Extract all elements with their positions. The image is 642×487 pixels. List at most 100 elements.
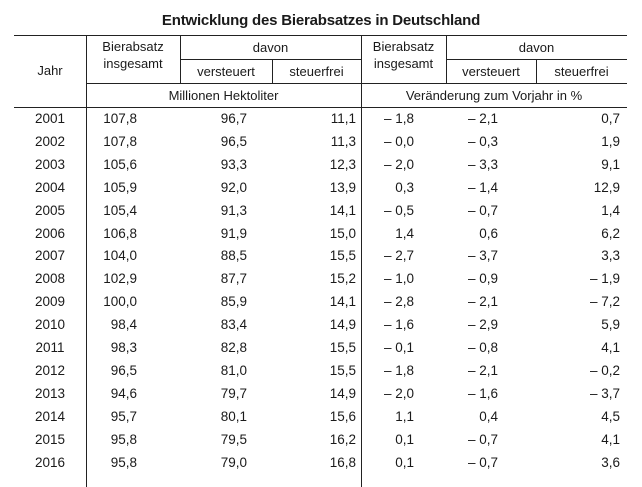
cell-veraenderung-verst: – 0,9 bbox=[467, 271, 498, 287]
davon-rule-left bbox=[180, 59, 361, 60]
cell-steuerfrei: 16,8 bbox=[329, 454, 356, 470]
cell-steuerfrei: 14,9 bbox=[329, 385, 356, 401]
cell-versteuert: 96,5 bbox=[220, 133, 247, 149]
cell-veraenderung-verst: – 0,3 bbox=[467, 133, 498, 149]
cell-versteuert: 81,0 bbox=[220, 362, 247, 378]
cell-veraenderung-gesamt: – 2,0 bbox=[383, 385, 414, 401]
cell-versteuert: 88,5 bbox=[220, 248, 247, 264]
cell-veraenderung-verst: – 0,7 bbox=[467, 431, 498, 447]
cell-versteuert: 96,7 bbox=[220, 111, 247, 126]
cell-versteuert: 79,5 bbox=[220, 431, 247, 447]
col-divider-steuerfrei-right bbox=[536, 59, 537, 83]
cell-jahr: 2001 bbox=[34, 111, 66, 126]
cell-jahr: 2006 bbox=[34, 225, 66, 241]
cell-veraenderung-gesamt: – 2,7 bbox=[383, 248, 414, 264]
cell-versteuert: 82,8 bbox=[220, 340, 247, 355]
header-steuerfrei-left: steuerfrei bbox=[289, 64, 344, 79]
header-bierabsatz-right-line2: insgesamt bbox=[373, 56, 434, 71]
unit-rule bbox=[86, 83, 627, 84]
cell-versteuert: 80,1 bbox=[220, 408, 247, 424]
header-bierabsatz-line1: Bierabsatz bbox=[102, 39, 164, 54]
cell-bierabsatz: 105,4 bbox=[103, 202, 137, 218]
cell-bierabsatz: 98,3 bbox=[110, 340, 137, 355]
cell-jahr: 2007 bbox=[34, 248, 66, 264]
cell-veraenderung-verst: – 3,7 bbox=[467, 248, 498, 264]
cell-veraenderung-gesamt: – 1,8 bbox=[383, 111, 414, 126]
col-divider-steuerfrei-left bbox=[272, 59, 273, 83]
cell-veraenderung-verst: – 3,3 bbox=[467, 156, 498, 172]
cell-steuerfrei: 15,2 bbox=[329, 271, 356, 287]
cell-jahr: 2016 bbox=[34, 454, 66, 470]
cell-versteuert: 83,4 bbox=[220, 317, 247, 333]
cell-jahr: 2014 bbox=[34, 408, 66, 424]
cell-veraenderung-frei: 3,3 bbox=[601, 248, 620, 264]
cell-jahr: 2012 bbox=[34, 362, 66, 378]
cell-versteuert: 92,0 bbox=[220, 179, 247, 195]
cell-veraenderung-gesamt: – 0,0 bbox=[383, 133, 414, 149]
cell-bierabsatz: 98,4 bbox=[110, 317, 137, 333]
cell-veraenderung-frei: – 3,7 bbox=[589, 385, 620, 401]
cell-jahr: 2013 bbox=[34, 385, 66, 401]
cell-steuerfrei: 11,1 bbox=[330, 111, 356, 126]
cell-veraenderung-verst: – 0,7 bbox=[467, 202, 498, 218]
cell-veraenderung-gesamt: 0,1 bbox=[395, 454, 414, 470]
cell-veraenderung-frei: 12,9 bbox=[593, 179, 620, 195]
cell-bierabsatz: 95,8 bbox=[110, 431, 137, 447]
cell-steuerfrei: 11,3 bbox=[330, 133, 356, 149]
cell-bierabsatz: 100,0 bbox=[103, 294, 137, 310]
cell-veraenderung-frei: 6,2 bbox=[601, 225, 620, 241]
cell-steuerfrei: 15,5 bbox=[329, 248, 356, 264]
cell-bierabsatz: 107,8 bbox=[103, 111, 137, 126]
cell-bierabsatz: 102,9 bbox=[103, 271, 137, 287]
cell-veraenderung-gesamt: – 2,0 bbox=[383, 156, 414, 172]
header-bottom-rule bbox=[14, 107, 627, 108]
cell-versteuert: 91,3 bbox=[220, 202, 247, 218]
cell-steuerfrei: 14,9 bbox=[329, 317, 356, 333]
cell-veraenderung-verst: 0,6 bbox=[479, 225, 498, 241]
cell-versteuert: 93,3 bbox=[220, 156, 247, 172]
header-top-rule bbox=[14, 35, 627, 36]
cell-veraenderung-frei: 5,9 bbox=[601, 317, 620, 333]
cell-steuerfrei: 15,5 bbox=[329, 340, 356, 355]
header-steuerfrei-right: steuerfrei bbox=[554, 64, 609, 79]
cell-veraenderung-gesamt: 1,4 bbox=[395, 225, 414, 241]
cell-veraenderung-verst: – 2,1 bbox=[467, 111, 498, 126]
cell-veraenderung-verst: – 0,7 bbox=[467, 454, 498, 470]
cell-veraenderung-verst: – 1,6 bbox=[467, 385, 498, 401]
cell-bierabsatz: 96,5 bbox=[110, 362, 137, 378]
cell-bierabsatz: 106,8 bbox=[103, 225, 137, 241]
header-versteuert-right: versteuert bbox=[462, 64, 520, 79]
cell-steuerfrei: 15,6 bbox=[329, 408, 356, 424]
header-bierabsatz-line2: insgesamt bbox=[103, 56, 163, 71]
cell-veraenderung-frei: – 7,2 bbox=[589, 294, 620, 310]
cell-veraenderung-verst: 0,4 bbox=[479, 408, 498, 424]
cell-steuerfrei: 14,1 bbox=[329, 294, 356, 310]
header-bierabsatz-right-line1: Bierabsatz bbox=[372, 39, 435, 54]
cell-bierabsatz: 104,0 bbox=[103, 248, 137, 264]
cell-veraenderung-frei: 3,6 bbox=[601, 454, 620, 470]
cell-veraenderung-verst: – 1,4 bbox=[467, 179, 498, 195]
cell-veraenderung-frei: 1,4 bbox=[601, 202, 620, 218]
cell-veraenderung-frei: – 0,2 bbox=[589, 362, 620, 378]
cell-veraenderung-gesamt: – 0,1 bbox=[383, 340, 414, 355]
cell-bierabsatz: 105,9 bbox=[103, 179, 137, 195]
cell-veraenderung-verst: – 2,1 bbox=[467, 294, 498, 310]
cell-veraenderung-frei: 4,1 bbox=[601, 340, 620, 355]
cell-bierabsatz: 95,7 bbox=[110, 408, 137, 424]
cell-jahr: 2004 bbox=[34, 179, 66, 195]
cell-veraenderung-frei: 4,1 bbox=[601, 431, 620, 447]
cell-bierabsatz: 94,6 bbox=[110, 385, 137, 401]
table-title: Entwicklung des Bierabsatzes in Deutschl… bbox=[161, 12, 481, 29]
cell-veraenderung-gesamt: – 1,6 bbox=[383, 317, 414, 333]
cell-veraenderung-frei: 0,7 bbox=[601, 111, 620, 126]
cell-bierabsatz: 105,6 bbox=[103, 156, 137, 172]
header-versteuert-left: versteuert bbox=[197, 64, 255, 79]
header-davon-right: davon bbox=[518, 40, 555, 55]
cell-jahr: 2005 bbox=[34, 202, 66, 218]
col-divider-jahr bbox=[86, 35, 87, 487]
header-davon-left: davon bbox=[252, 40, 289, 55]
cell-bierabsatz: 95,8 bbox=[110, 454, 137, 470]
cell-versteuert: 91,9 bbox=[220, 225, 247, 241]
unit-label-right: Veränderung zum Vorjahr in % bbox=[405, 88, 583, 103]
cell-veraenderung-frei: 1,9 bbox=[601, 133, 620, 149]
